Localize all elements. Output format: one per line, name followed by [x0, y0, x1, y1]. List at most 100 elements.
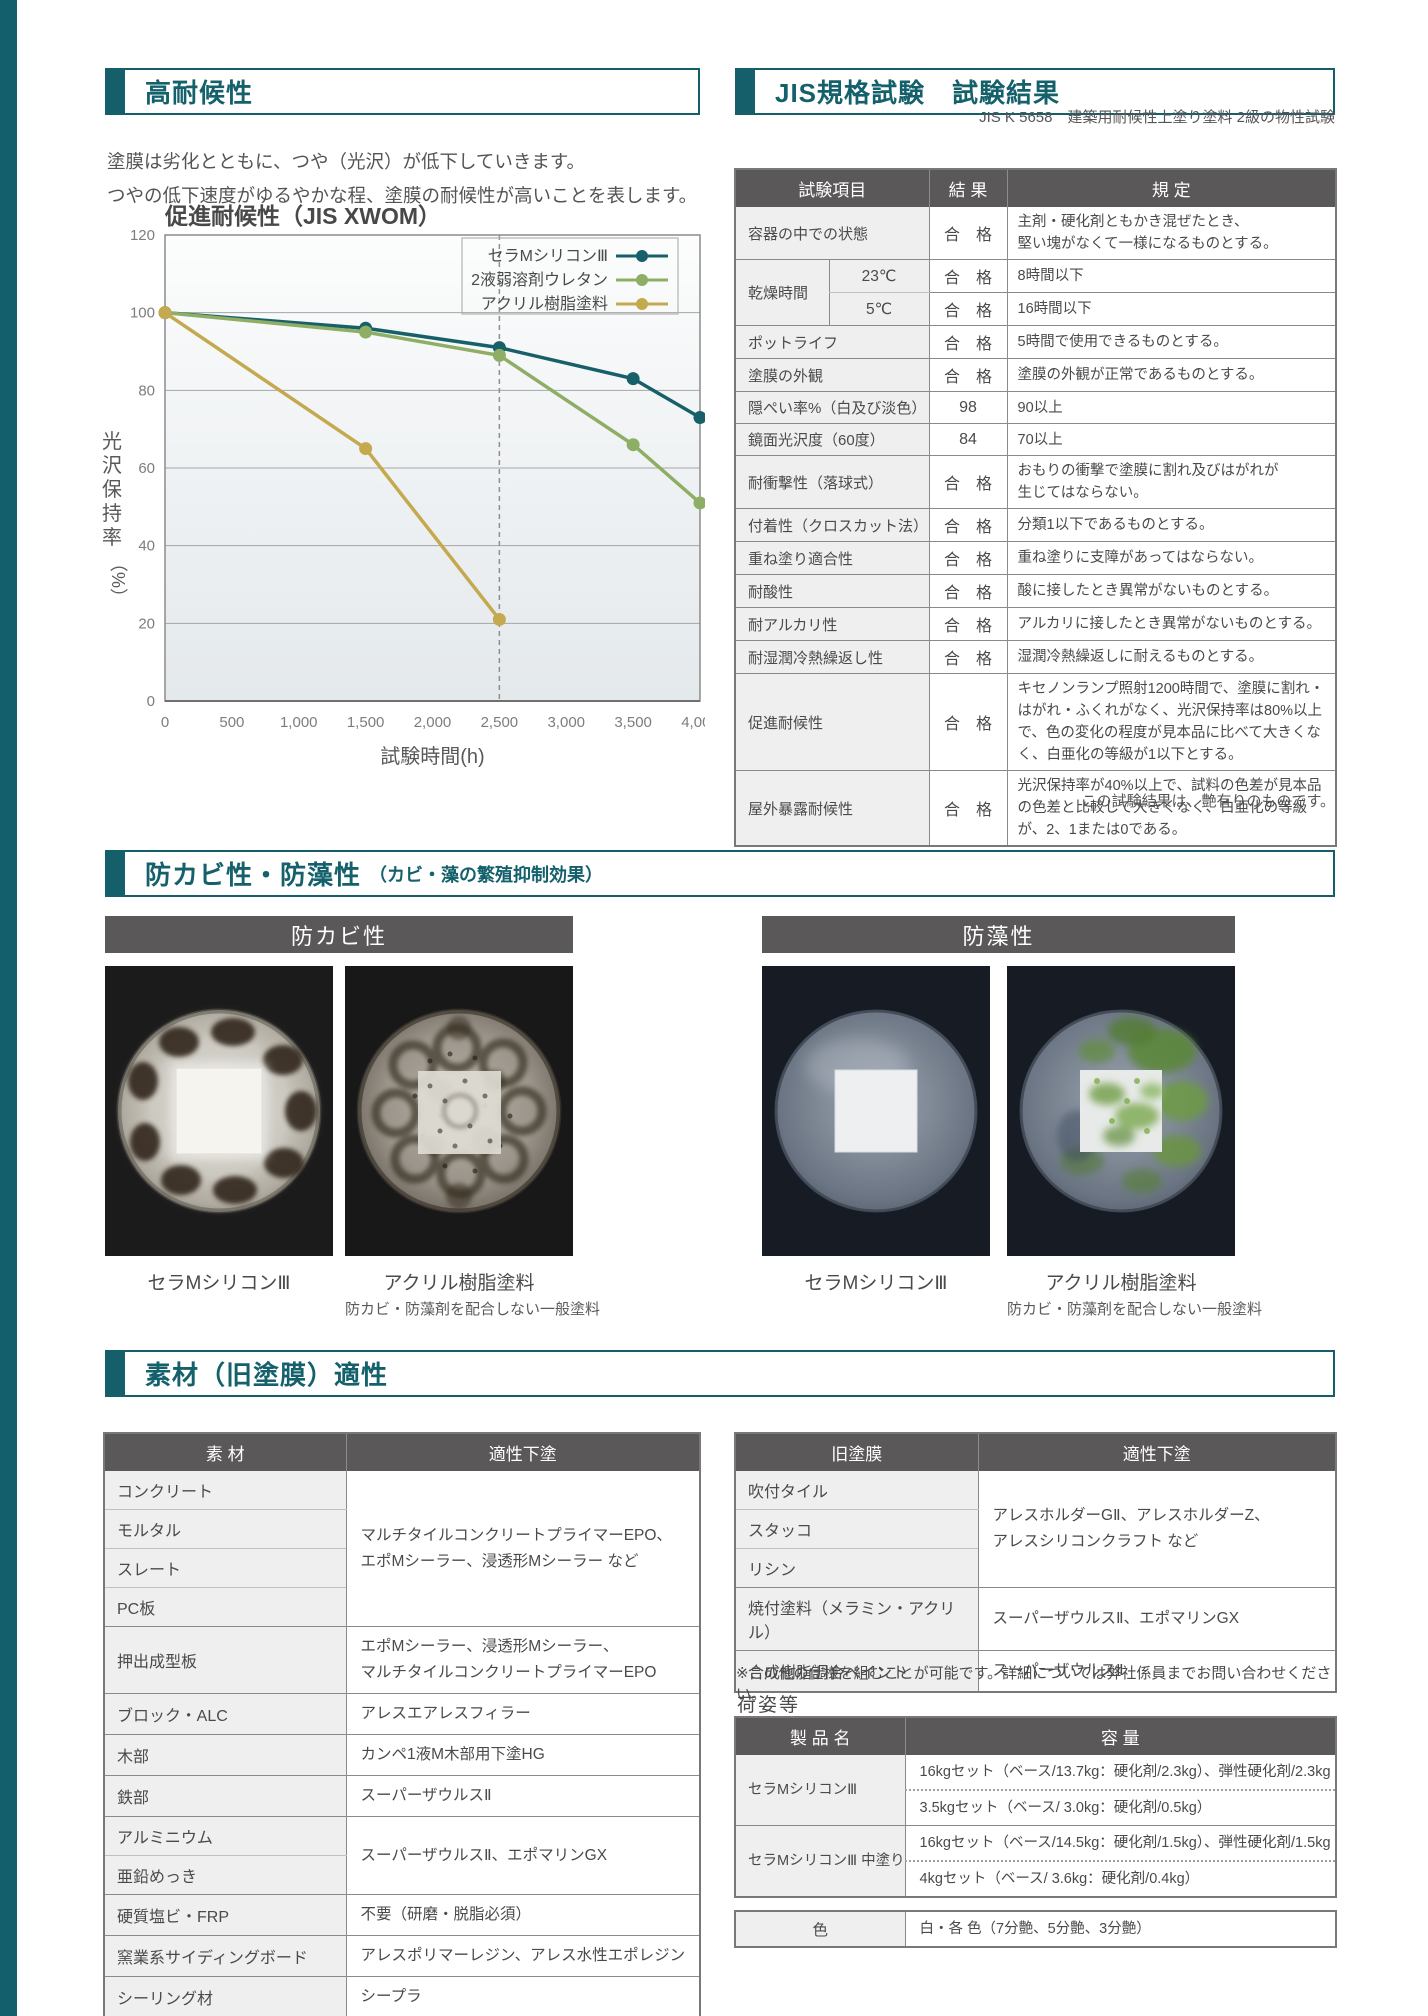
- row-label-cell: 塗膜の外観: [734, 358, 929, 392]
- legend-dot-marker: [636, 274, 648, 286]
- color-table-body: 色白・各 色（7分艶、5分艶、3分艶）: [734, 1911, 1336, 1948]
- result-cell: 合 格: [928, 607, 1007, 641]
- column-header-specification: 規 定: [1006, 169, 1336, 207]
- value-cell: カンペ1液M木部用下塗HG: [345, 1734, 700, 1776]
- row-label-cell: 押出成型板: [103, 1626, 346, 1694]
- petri-dish-image: [345, 966, 573, 1256]
- y-tick-label: 20: [138, 615, 155, 632]
- column-header-test-item: 試験項目: [735, 169, 929, 207]
- table-row: 吹付タイル アレスホルダーGⅡ、アレスホルダーZ、 アレスシリコンクラフト など: [734, 1471, 1336, 1588]
- material-table-header: 素 材 適性下塗: [104, 1433, 700, 1471]
- column-header-primer: 適性下塗: [345, 1433, 700, 1471]
- table-row: ブロック・ALC アレスエアレスフィラー: [103, 1693, 700, 1735]
- mold-ring-colonies: [371, 1023, 547, 1199]
- result-cell: 98: [928, 391, 1007, 424]
- x-tick-label: 3,000: [547, 714, 585, 731]
- table-row: 塗膜の外観合 格塗膜の外観が正常であるものとする。: [734, 358, 1336, 392]
- value-cell: アルカリに接したとき異常がないものとする。: [1006, 607, 1336, 641]
- image-caption: アクリル樹脂塗料: [1045, 1273, 1197, 1294]
- value-cell: 8時間以下: [1006, 259, 1336, 293]
- panel-label-antifungal: 防カビ性: [105, 916, 573, 953]
- y-tick-label: 80: [138, 382, 155, 399]
- table-row: 耐酸性合 格酸に接したとき異常がないものとする。: [734, 574, 1336, 608]
- data-point: [626, 372, 640, 386]
- jis-table-header: 試験項目 結 果 規 定: [735, 169, 1336, 207]
- table-row: 重ね塗り適合性合 格重ね塗りに支障があってはならない。: [734, 541, 1336, 575]
- table-row: 促進耐候性合 格キセノンランプ照射1200時間で、塗膜に割れ・はがれ・ふくれがな…: [734, 673, 1336, 771]
- y-tick-label: 100: [130, 305, 155, 322]
- image-caption: セラMシリコンⅢ: [147, 1273, 291, 1294]
- table-row: スレート: [103, 1548, 700, 1588]
- table-row: 窯業系サイディングボード アレスポリマーレジン、アレス水性エポレジン: [103, 1935, 700, 1977]
- section-accent-block: [107, 852, 125, 895]
- row-label-cell: 促進耐候性: [734, 673, 929, 771]
- row-label-cell: 容器の中での状態: [734, 207, 929, 260]
- table-row: ポットライフ合 格 5時間で使用できるものとする。: [734, 325, 1336, 359]
- table-row: 屋外暴露耐候性合 格光沢保持率が40%以上で、試料の色差が見本品の色差と比較して…: [734, 770, 1336, 847]
- row-label-cell: 耐衝撃性（落球式）: [734, 455, 929, 509]
- row-label-cell: 乾燥時間: [734, 259, 829, 326]
- row-label-cell: 屋外暴露耐候性: [734, 770, 929, 847]
- row-label-cell: 鏡面光沢度（60度）: [734, 423, 929, 456]
- table-row: モルタル: [103, 1509, 700, 1549]
- value-cell: おもりの衝撃で塗膜に割れ及びはがれが 生じてはならない。: [1006, 455, 1336, 509]
- weather-description: 塗膜は劣化とともに、つや（光沢）が低下していきます。 つやの低下速度がゆるやかな…: [107, 145, 697, 213]
- petri-dish-image: [762, 966, 990, 1256]
- table-row: 耐衝撃性（落球式）合 格おもりの衝撃で塗膜に割れ及びはがれが 生じてはならない。: [734, 455, 1336, 509]
- jis-test-result-table: 試験項目 結 果 規 定 容器の中での状態合 格 主剤・硬化剤ともかき混ぜたとき、…: [734, 168, 1337, 847]
- table-row: コンクリート マルチタイルコンクリートプライマーEPO、 エポMシーラー、浸透形M…: [103, 1471, 700, 1627]
- spec-note: ※この他の仕様を組むことが可能です。詳細については弊社係員までお問い合わせくださ…: [736, 1665, 1332, 1703]
- value-cell: 湿潤冷熱繰返しに耐えるものとする。: [1006, 640, 1336, 674]
- chart-y-axis-label: 率: [102, 526, 122, 549]
- table-row: 焼付塗料（メラミン・アクリル） スーパーザウルスⅡ、エポマリンGX: [734, 1587, 1336, 1651]
- section-title-jis: JIS規格試験 試験結果: [775, 78, 1061, 108]
- row-label-cell: 重ね塗り適合性: [734, 541, 929, 575]
- table-row: 鉄部 スーパーザウルスⅡ: [103, 1775, 700, 1817]
- table-row: シーリング材 シープラ: [103, 1976, 700, 2016]
- row-label-cell: 耐アルカリ性: [734, 607, 929, 641]
- section-title-bio: 防カビ性・防藻性: [145, 860, 362, 890]
- value-cell: スーパーザウルスⅡ: [977, 1650, 1336, 1693]
- value-cell: 塗膜の外観が正常であるものとする。: [1006, 358, 1336, 392]
- row-label-cell: 硬質塩ビ・FRP: [103, 1894, 346, 1936]
- material-table-body: コンクリート マルチタイルコンクリートプライマーEPO、 エポMシーラー、浸透形M…: [103, 1471, 700, 2016]
- row-label-cell: PC板: [103, 1587, 346, 1627]
- table-row: スタッコ: [734, 1509, 1336, 1549]
- data-point: [158, 306, 172, 320]
- value-cell: 白・各 色（7分艶、5分艶、3分艶）: [904, 1911, 1336, 1948]
- value-cell: スーパーザウルスⅡ、エポマリンGX: [977, 1587, 1336, 1651]
- value-cell: 主剤・硬化剤ともかき混ぜたとき、 堅い塊がなくて一様になるものとする。: [1006, 207, 1336, 260]
- chart-y-axis-label: 沢: [102, 454, 122, 477]
- material-suitability-table: 素 材 適性下塗 コンクリート マルチタイルコンクリートプライマーEPO、 エポM…: [103, 1432, 701, 2016]
- x-tick-label: 4,000: [681, 714, 705, 731]
- row-label-cell: コンクリート: [103, 1471, 346, 1510]
- old-coating-table-body: 吹付タイル アレスホルダーGⅡ、アレスホルダーZ、 アレスシリコンクラフト などス…: [734, 1471, 1336, 1693]
- table-row: 木部 カンペ1液M木部用下塗HG: [103, 1734, 700, 1776]
- row-label-cell: 亜鉛めっき: [103, 1855, 346, 1895]
- y-tick-label: 0: [147, 693, 155, 710]
- row-label-cell: 付着性（クロスカット法）: [734, 508, 929, 542]
- x-tick-label: 2,500: [481, 714, 519, 731]
- page-edge-accent-bar: [0, 0, 17, 2016]
- table-row: 押出成型板 エポMシーラー、浸透形Mシーラー、 マルチタイルコンクリートプライマー…: [103, 1626, 700, 1694]
- value-cell: アレスホルダーGⅡ、アレスホルダーZ、 アレスシリコンクラフト など: [977, 1471, 1336, 1588]
- table-row: 3.5kgセット（ベース/ 3.0kg：硬化剤/0.5kg）: [735, 1790, 1336, 1826]
- chart-y-axis-label: 保: [102, 478, 122, 501]
- image-subcaption: 防カビ・防藻剤を配合しない一般塗料: [1007, 1301, 1263, 1318]
- result-cell: 合 格: [928, 640, 1007, 674]
- chart-y-axis-label: 持: [102, 502, 122, 525]
- table-row: 色白・各 色（7分艶、5分艶、3分艶）: [734, 1911, 1336, 1948]
- row-label-cell: 木部: [103, 1734, 346, 1776]
- section-title-substrate: 素材（旧塗膜）適性: [145, 1360, 389, 1390]
- result-cell: 合 格: [928, 574, 1007, 608]
- value-cell: スーパーザウルスⅡ、エポマリンGX: [345, 1816, 700, 1895]
- value-cell: 70以上: [1006, 423, 1336, 456]
- table-row: セラMシリコンⅢ 中塗り 16kgセット（ベース/14.5kg：硬化剤/1.5kg…: [734, 1825, 1336, 1898]
- y-tick-label: 120: [130, 227, 155, 244]
- row-label-cell: 耐湿潤冷熱繰返し性: [734, 640, 929, 674]
- y-tick-label: 40: [138, 538, 155, 555]
- chart-title: 促進耐候性（JIS XWOM）: [164, 203, 441, 229]
- value-cell: 光沢保持率が40%以上で、試料の色差が見本品の色差と比較して大きくなく、白亜化の…: [1006, 770, 1336, 847]
- panel-label-antialgae: 防藻性: [762, 916, 1235, 953]
- table-row: 5℃ 合 格 16時間以下: [735, 292, 1336, 326]
